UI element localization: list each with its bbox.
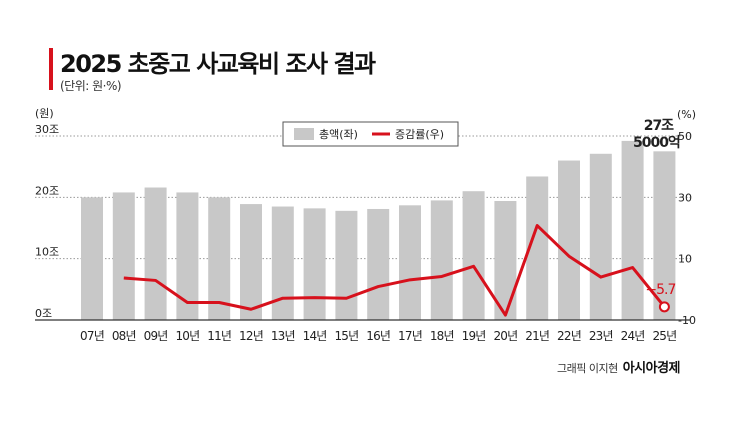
bar xyxy=(399,205,421,320)
left-tick-label: 10조 xyxy=(35,246,59,259)
x-tick-label: 07년 xyxy=(80,329,104,343)
bar xyxy=(558,160,580,320)
x-tick-label: 09년 xyxy=(144,329,168,343)
x-tick-label: 20년 xyxy=(493,329,517,343)
brand-logo: 아시아경제 xyxy=(622,361,681,376)
x-tick-label: 25년 xyxy=(652,329,676,343)
bar xyxy=(430,200,453,320)
last-bar-label-line1: 27조 xyxy=(644,118,674,134)
rate-line xyxy=(123,224,666,317)
bar xyxy=(621,140,644,320)
left-tick-label: 30조 xyxy=(35,123,59,136)
bar xyxy=(144,187,167,320)
chart-title: 2025 초중고 사교육비 조사 결과 xyxy=(60,50,376,78)
legend-bar-label: 총액(좌) xyxy=(319,128,358,141)
last-rate-label: −5.7 xyxy=(645,282,675,298)
x-tick-label: 22년 xyxy=(557,329,581,343)
rate-point xyxy=(658,301,670,313)
right-tick-label: 10 xyxy=(678,253,692,266)
x-tick-label: 21년 xyxy=(525,329,549,343)
x-tick-label: 15년 xyxy=(334,329,358,343)
legend-line-label: 증감률(우) xyxy=(395,128,444,141)
x-tick-label: 16년 xyxy=(366,329,390,343)
x-tick-label: 08년 xyxy=(112,329,136,343)
bar xyxy=(462,191,485,320)
last-bar-label-line2: 5000억 xyxy=(633,135,680,151)
right-tick-label: 30 xyxy=(678,191,692,204)
x-tick-label: 14년 xyxy=(303,329,327,343)
bar xyxy=(526,176,549,320)
bar xyxy=(303,208,326,320)
bar xyxy=(208,197,231,320)
bar xyxy=(367,208,390,320)
bar xyxy=(653,151,676,320)
unit-note: (단위: 원·%) xyxy=(60,79,122,93)
bar xyxy=(271,206,294,320)
x-tick-label: 19년 xyxy=(462,329,486,343)
credit-text: 그래픽 이지현 xyxy=(556,362,618,375)
x-tick-label: 10년 xyxy=(175,329,199,343)
credit: 그래픽 이지현 아시아경제 xyxy=(556,357,681,376)
title-accent-bar xyxy=(49,48,53,90)
x-tick-label: 18년 xyxy=(430,329,454,343)
x-tick-label: 23년 xyxy=(589,329,613,343)
x-tick-label: 11년 xyxy=(207,329,231,343)
x-tick-label: 12년 xyxy=(239,329,263,343)
bar xyxy=(494,201,517,320)
bar xyxy=(240,204,262,320)
left-tick-label: 20조 xyxy=(35,184,59,197)
bar xyxy=(335,210,358,320)
left-tick-label: 0조 xyxy=(35,307,52,320)
bar xyxy=(176,192,199,320)
legend-bar-swatch xyxy=(294,128,314,140)
x-tick-label: 24년 xyxy=(621,329,645,343)
right-tick-label: 50 xyxy=(678,130,692,143)
bar xyxy=(81,197,103,320)
x-tick-label: 13년 xyxy=(271,329,295,343)
bar xyxy=(112,192,135,320)
bar xyxy=(589,153,612,320)
right-axis-label: (%) xyxy=(677,108,696,121)
left-axis-label: (원) xyxy=(35,107,54,120)
x-tick-label: 17년 xyxy=(398,329,422,343)
